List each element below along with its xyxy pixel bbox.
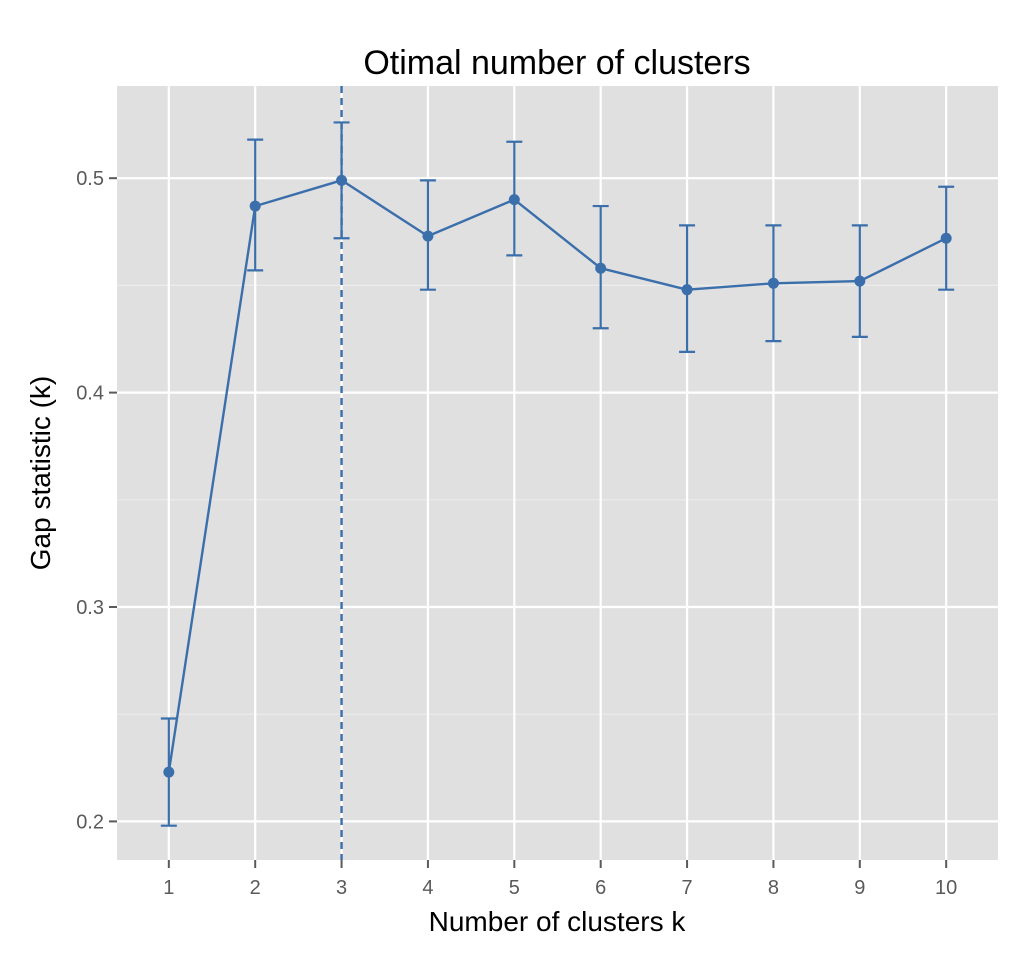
series-line [167, 179, 947, 773]
data-point [854, 275, 866, 287]
x-axis-title: Number of clusters k [429, 906, 687, 937]
x-tick-label: 3 [336, 877, 347, 899]
x-tick-label: 6 [595, 877, 606, 899]
data-point [595, 262, 607, 274]
x-tick-label: 4 [422, 877, 433, 899]
y-tick-label: 0.4 [76, 383, 104, 405]
x-tick-label: 8 [768, 877, 779, 899]
chart-title: Otimal number of clusters [363, 44, 750, 82]
y-tick-label: 0.2 [76, 811, 104, 833]
minor-gridlines [117, 284, 998, 715]
data-point [681, 284, 693, 296]
data-point [940, 232, 952, 244]
data-point [249, 200, 261, 212]
x-tick-label: 9 [854, 877, 865, 899]
x-tick-label: 2 [250, 877, 261, 899]
x-axis: 1 2 3 4 5 6 7 8 9 10 [163, 860, 957, 899]
data-points [163, 174, 952, 778]
data-point [422, 230, 434, 242]
y-axis: 0.2 0.3 0.4 0.5 [76, 168, 117, 833]
x-tick-label: 5 [509, 877, 520, 899]
data-point [336, 174, 348, 186]
y-tick-label: 0.5 [76, 168, 104, 190]
data-point [508, 194, 520, 206]
data-point [767, 277, 779, 289]
plot-panel [117, 86, 998, 860]
y-axis-title: Gap statistic (k) [25, 376, 56, 570]
x-tick-label: 1 [163, 877, 174, 899]
data-point [163, 766, 175, 778]
y-tick-label: 0.3 [76, 597, 104, 619]
x-tick-label: 10 [935, 877, 957, 899]
x-tick-label: 7 [681, 877, 692, 899]
